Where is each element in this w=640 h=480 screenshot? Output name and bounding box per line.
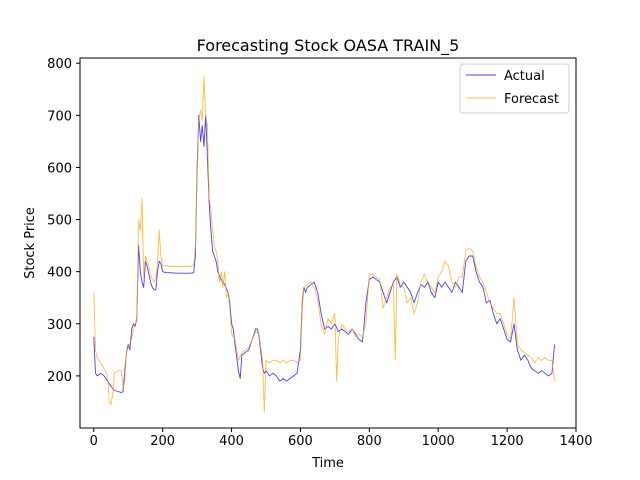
legend-box <box>459 63 570 114</box>
y-tick-label: 800 <box>47 57 72 72</box>
chart-title: Forecasting Stock OASA TRAIN_5 <box>197 36 460 56</box>
x-tick-label: 600 <box>288 434 313 449</box>
x-tick-label: 0 <box>90 434 98 449</box>
series-line-actual <box>93 114 556 394</box>
x-axis-label: Time <box>311 456 344 471</box>
y-tick-label: 300 <box>47 318 72 333</box>
legend-forecast-label: Forecast <box>504 92 559 107</box>
y-tick-label: 600 <box>47 161 72 176</box>
x-tick-label: 800 <box>357 434 382 449</box>
x-tick-label: 1000 <box>422 434 455 449</box>
y-tick-label: 400 <box>47 266 72 281</box>
x-tick-label: 400 <box>219 434 244 449</box>
series-line-forecast <box>93 75 556 413</box>
series-layer <box>93 75 556 413</box>
legend: Actual Forecast <box>459 63 570 114</box>
plot-area <box>80 58 576 428</box>
y-tick-label: 700 <box>47 109 72 124</box>
x-tick-label: 1400 <box>559 434 592 449</box>
x-tick-label: 200 <box>150 434 175 449</box>
legend-actual-label: Actual <box>504 69 545 84</box>
plot-frame <box>79 57 577 429</box>
x-axis-ticks: 0 200 400 600 800 1000 1200 1400 <box>90 428 593 449</box>
y-tick-label: 500 <box>47 214 72 229</box>
y-axis-ticks: 200 300 400 500 600 700 800 <box>47 57 80 385</box>
x-tick-label: 1200 <box>491 434 524 449</box>
y-tick-label: 200 <box>47 370 72 385</box>
y-axis-label: Stock Price <box>23 207 38 279</box>
